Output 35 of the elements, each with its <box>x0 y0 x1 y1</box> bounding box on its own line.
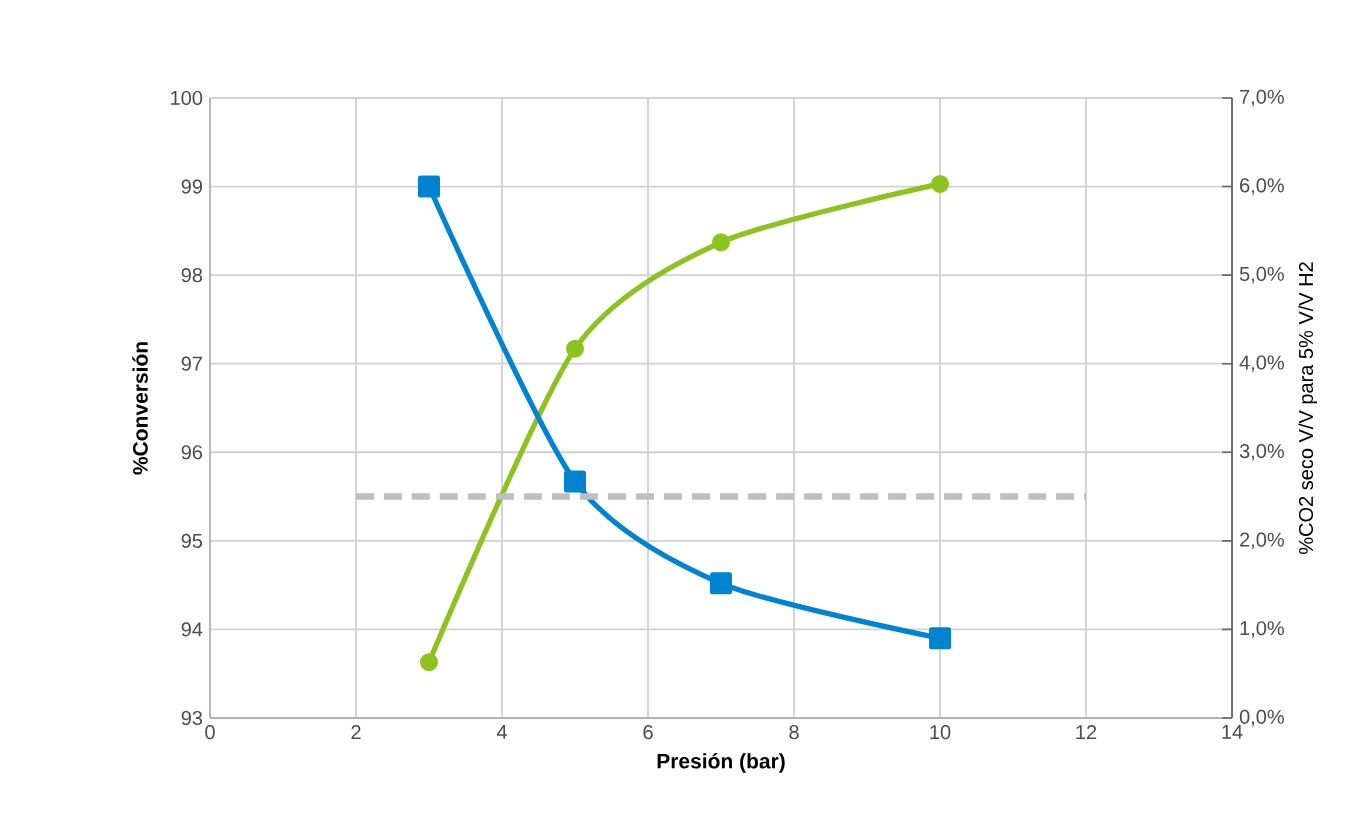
point <box>420 653 439 672</box>
y-tick-label: 98 <box>181 268 203 283</box>
y2-tick-label: 7,0% <box>1240 89 1284 107</box>
point <box>564 470 587 493</box>
y-tick-label: 95 <box>181 533 203 548</box>
x-tick-label: 14 <box>1222 725 1243 739</box>
point <box>566 339 585 358</box>
y2-tick-label: 6,0% <box>1240 178 1284 195</box>
point <box>710 572 733 595</box>
x-tick-label: 4 <box>496 725 507 739</box>
x-tick-label: 0 <box>205 725 215 740</box>
y-tick-label: 94 <box>181 622 203 637</box>
point <box>931 174 950 193</box>
y2-tick-label: 2,0% <box>1240 532 1284 550</box>
y-tick-label: 100 <box>171 90 203 106</box>
x-tick-label: 10 <box>930 725 951 740</box>
x-tick-label: 6 <box>643 725 653 740</box>
y2-axis-title: %CO2 seco V/V para 5% V/V H2 <box>1298 262 1318 554</box>
y-tick-label: 99 <box>181 179 203 194</box>
y2-tick-label: 1,0% <box>1240 621 1284 638</box>
y-axis-title: %Conversión <box>132 342 148 475</box>
y-tick-label: 96 <box>181 445 203 460</box>
point <box>418 175 441 198</box>
y2-tick-label: 4,0% <box>1239 355 1284 372</box>
x-tick-label: 2 <box>351 725 361 740</box>
y2-tick-label: 3,0% <box>1239 444 1284 461</box>
x-axis-title: Presión (bar) <box>657 752 785 773</box>
y-tick-label: 97 <box>181 356 202 371</box>
y2-tick-label: 5,0% <box>1239 266 1284 284</box>
point <box>712 233 730 252</box>
x-tick-label: 12 <box>1076 725 1097 740</box>
x-tick-label: 8 <box>789 725 799 740</box>
point <box>929 627 952 650</box>
y-tick-label: 93 <box>181 710 203 726</box>
y2-tick-label: 0,0% <box>1239 709 1284 727</box>
